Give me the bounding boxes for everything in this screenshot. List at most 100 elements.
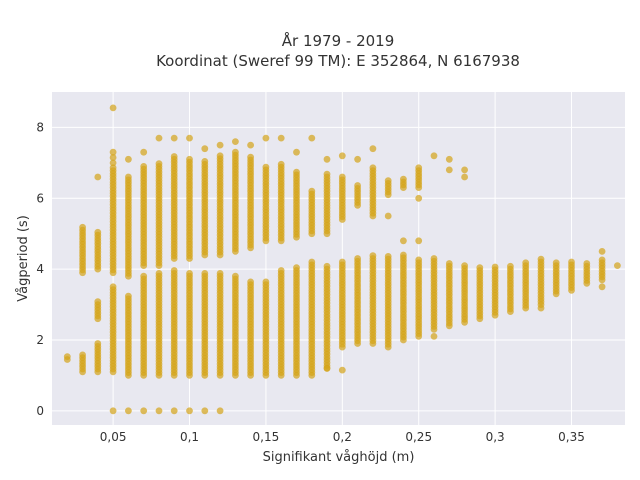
data-point xyxy=(354,182,361,189)
data-point xyxy=(140,163,148,170)
data-point xyxy=(461,173,468,181)
data-point xyxy=(415,256,423,264)
y-tick-label: 8 xyxy=(36,120,44,134)
data-point xyxy=(323,364,331,372)
data-point xyxy=(170,153,178,160)
x-tick-label: 0,05 xyxy=(100,430,127,444)
data-point xyxy=(109,159,117,167)
data-point xyxy=(537,255,545,263)
data-point xyxy=(186,155,193,163)
data-point xyxy=(476,264,484,272)
data-point xyxy=(598,283,606,291)
data-point xyxy=(216,407,224,415)
data-point xyxy=(338,173,346,181)
x-tick-label: 0,1 xyxy=(180,430,199,444)
data-point xyxy=(247,141,255,149)
data-point xyxy=(338,152,346,160)
data-point xyxy=(430,255,438,262)
data-point xyxy=(186,134,193,142)
data-point xyxy=(247,278,255,286)
data-point xyxy=(384,212,392,220)
data-point xyxy=(186,270,193,277)
data-point xyxy=(568,258,575,266)
y-tick-label: 6 xyxy=(36,191,44,205)
data-point xyxy=(445,166,453,174)
data-point xyxy=(598,248,606,255)
data-point xyxy=(507,262,514,270)
data-point xyxy=(186,407,193,415)
data-point xyxy=(262,163,270,171)
tick-labels: 0,05 0,1 0,15 0,2 0,25 0,3 0,35 0 2 4 6 8 xyxy=(36,120,585,444)
data-point xyxy=(614,262,621,269)
data-point xyxy=(201,145,209,153)
data-point xyxy=(293,264,300,272)
x-tick-label: 0,15 xyxy=(253,430,280,444)
data-point xyxy=(400,175,407,183)
data-point xyxy=(201,270,209,277)
data-point xyxy=(537,304,545,312)
data-point xyxy=(201,407,209,415)
data-point xyxy=(232,138,239,146)
data-point xyxy=(308,258,316,266)
data-point xyxy=(109,154,117,161)
data-point xyxy=(369,164,377,172)
data-point xyxy=(109,407,117,415)
data-point xyxy=(109,104,117,112)
data-points xyxy=(63,104,621,415)
data-point xyxy=(124,173,132,181)
chart-title-line-1: År 1979 - 2019 xyxy=(282,31,395,50)
data-point xyxy=(201,158,209,165)
y-axis-title: Vågperiod (s) xyxy=(16,215,31,302)
data-point xyxy=(140,407,148,415)
data-point xyxy=(155,270,163,277)
data-point xyxy=(552,259,560,267)
plot-background xyxy=(52,92,625,425)
data-point xyxy=(109,283,117,291)
data-point xyxy=(308,187,316,195)
data-point xyxy=(384,177,392,185)
data-point xyxy=(94,298,102,306)
data-point xyxy=(109,148,117,156)
data-point xyxy=(140,148,148,156)
data-point xyxy=(94,340,102,347)
x-tick-label: 0,3 xyxy=(486,430,505,444)
data-point xyxy=(262,278,270,286)
data-point xyxy=(293,168,300,176)
data-point xyxy=(445,260,453,267)
data-point xyxy=(216,152,224,160)
data-point xyxy=(415,164,423,172)
x-axis-title: Signifikant våghöjd (m) xyxy=(263,450,415,465)
data-point xyxy=(430,152,438,160)
data-point xyxy=(461,262,468,269)
data-point xyxy=(461,166,468,174)
data-point xyxy=(155,407,163,415)
data-point xyxy=(247,153,255,161)
data-point xyxy=(170,407,178,415)
data-point xyxy=(323,155,331,163)
data-point xyxy=(232,272,239,280)
data-point xyxy=(277,134,285,142)
data-point xyxy=(277,267,285,274)
data-point xyxy=(308,134,316,142)
data-point xyxy=(415,237,423,245)
data-point xyxy=(170,267,178,274)
y-tick-label: 4 xyxy=(36,262,44,276)
x-tick-label: 0,2 xyxy=(333,430,352,444)
data-point xyxy=(369,145,377,153)
data-point xyxy=(415,194,423,202)
x-tick-label: 0,25 xyxy=(405,430,432,444)
data-point xyxy=(491,263,499,271)
data-point xyxy=(445,155,453,163)
data-point xyxy=(354,255,361,262)
data-point xyxy=(170,134,178,142)
x-tick-label: 0,35 xyxy=(558,430,585,444)
data-point xyxy=(369,252,377,260)
data-point xyxy=(79,351,86,359)
data-point xyxy=(262,134,270,142)
data-point xyxy=(155,160,163,168)
data-point xyxy=(124,292,132,300)
y-tick-label: 2 xyxy=(36,333,44,347)
data-point xyxy=(79,223,86,231)
data-point xyxy=(400,251,407,259)
